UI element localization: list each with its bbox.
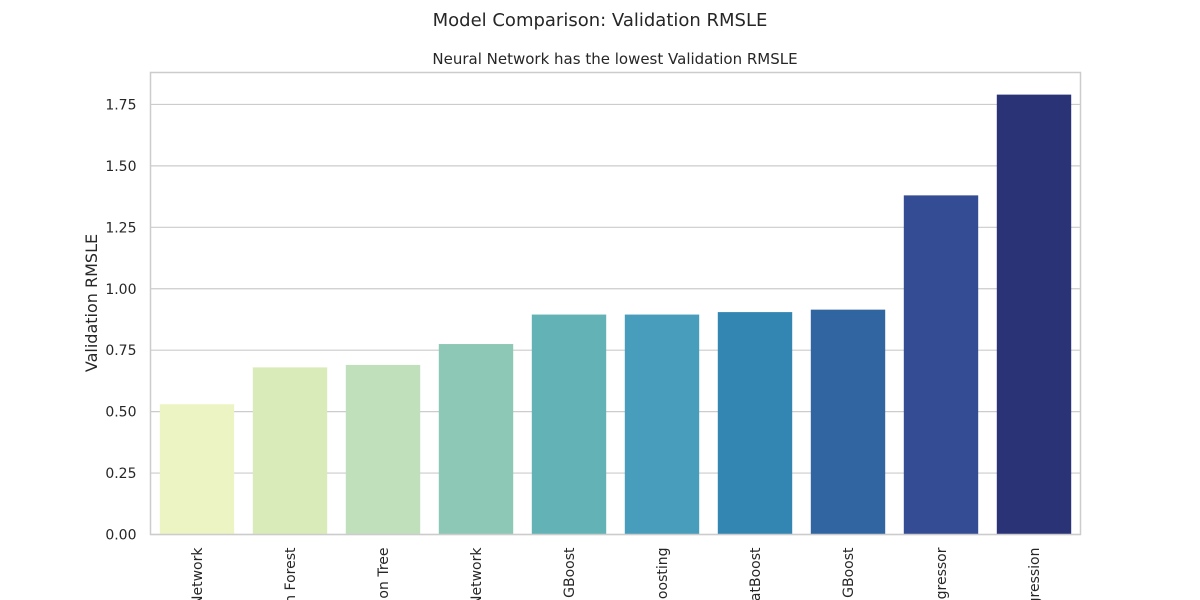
x-tick-label: atBoost — [748, 547, 764, 600]
bar — [345, 364, 421, 535]
bar — [252, 367, 328, 535]
plot-frame — [149, 71, 1082, 536]
x-tick-label: gression — [1027, 548, 1043, 600]
chart-suptitle: Model Comparison: Validation RMSLE — [433, 10, 768, 31]
bar — [810, 309, 886, 535]
x-tick-label: Boosting — [655, 548, 671, 600]
y-tick-label: 1.00 — [105, 282, 136, 298]
bar — [996, 94, 1072, 535]
bar — [903, 195, 979, 535]
chart-title: Neural Network has the lowest Validation… — [432, 50, 797, 68]
bar — [159, 404, 235, 535]
y-tick-label: 1.75 — [105, 97, 136, 113]
x-tick-label: GBoost — [562, 547, 578, 598]
y-tick-label: 0.25 — [105, 466, 136, 482]
y-tick-label: 1.50 — [105, 159, 136, 175]
y-tick-labels: 0.00 0.25 0.50 0.75 1.00 1.25 1.50 1.75 — [105, 97, 136, 543]
y-tick-label: 0.50 — [105, 405, 136, 421]
y-tick-label: 0.75 — [105, 343, 136, 359]
y-tick-label: 1.25 — [105, 220, 136, 236]
x-tick-label: on Tree — [376, 548, 392, 599]
bar — [438, 344, 514, 535]
x-tick-label: n Forest — [283, 547, 299, 600]
bars — [159, 94, 1072, 535]
x-tick-label: GBoost — [841, 547, 857, 598]
bar — [717, 312, 793, 535]
x-tick-label: Network — [469, 547, 485, 600]
bar — [624, 314, 700, 535]
y-tick-label: 0.00 — [105, 528, 136, 544]
x-tick-labels: Network n Forest on Tree Network GBoost Boost… — [190, 547, 1043, 600]
x-tick-label: Network — [190, 547, 206, 600]
x-tick-label: gressor — [934, 547, 950, 599]
bar — [531, 314, 607, 535]
y-axis-label: Validation RMSLE — [82, 234, 101, 372]
